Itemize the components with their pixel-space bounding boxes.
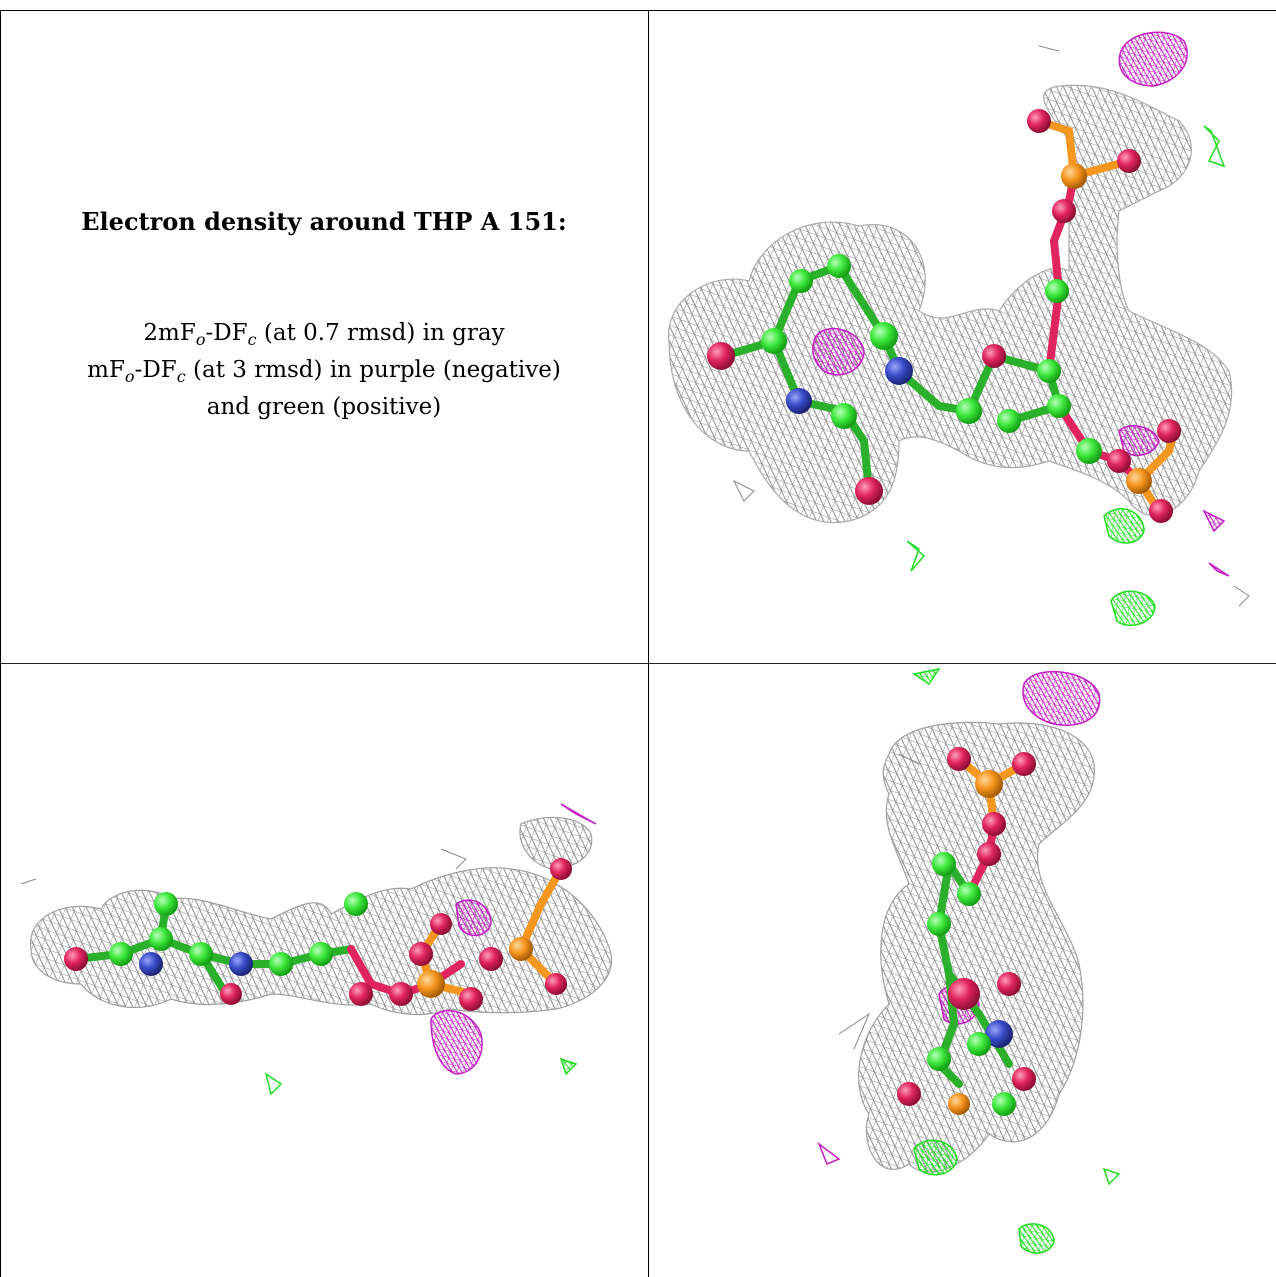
electron-density-view-1	[668, 31, 1250, 627]
frame-top	[0, 10, 1276, 11]
density-view-bottom-left	[1, 664, 648, 1277]
caption-subscript: o	[124, 367, 135, 386]
electron-density-view-3	[817, 667, 1121, 1254]
caption-subscript: c	[247, 330, 257, 349]
caption-subscript: o	[195, 330, 206, 349]
density-view-bottom-right	[649, 664, 1276, 1277]
caption-text: (at 3 rmsd) in purple (negative)	[185, 357, 561, 383]
caption-text: 2mF	[143, 320, 196, 346]
caption-body: 2mFo-DFc (at 0.7 rmsd) in gray mFo-DFc (…	[0, 318, 648, 423]
frame-left	[0, 10, 1, 1277]
electron-density-view-2	[20, 803, 612, 1096]
caption-text: -DF	[134, 357, 177, 383]
caption-line-3: and green (positive)	[206, 394, 442, 420]
caption-title: Electron density around THP A 151:	[81, 207, 567, 236]
density-view-top	[649, 11, 1276, 663]
caption-subscript: c	[176, 367, 186, 386]
caption-text: (at 0.7 rmsd) in gray	[256, 320, 505, 346]
caption-line-1: 2mFo-DFc (at 0.7 rmsd) in gray	[0, 318, 648, 355]
frame-middle-vertical	[648, 10, 649, 1277]
caption-text: mF	[87, 357, 125, 383]
caption-line-2: mFo-DFc (at 3 rmsd) in purple (negative)	[0, 355, 648, 392]
frame-middle-horizontal	[0, 663, 1276, 664]
caption-text: -DF	[205, 320, 248, 346]
